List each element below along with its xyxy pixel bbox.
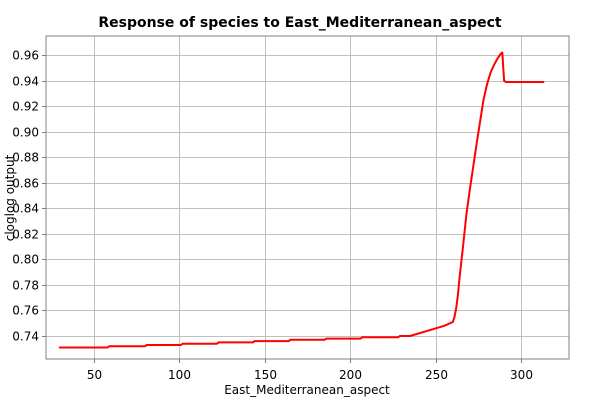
y-tick-label-10: 0.94 xyxy=(12,75,39,89)
x-tick-label-5: 300 xyxy=(510,368,533,382)
x-tick-label-1: 100 xyxy=(168,368,191,382)
x-tick-label-0: 50 xyxy=(87,368,102,382)
y-axis-label: cloglog output xyxy=(3,154,17,241)
x-tick-label-4: 250 xyxy=(425,368,448,382)
series-layer xyxy=(58,51,545,349)
x-tick-label-2: 150 xyxy=(254,368,277,382)
y-tick-label-3: 0.80 xyxy=(12,253,39,267)
x-axis-label: East_Mediterranean_aspect xyxy=(224,383,390,397)
y-tick-label-5: 0.84 xyxy=(12,202,39,216)
y-tick-label-4: 0.82 xyxy=(12,228,39,242)
y-tick-label-7: 0.88 xyxy=(12,151,39,165)
y-tick-label-6: 0.86 xyxy=(12,177,39,191)
y-tick-label-11: 0.96 xyxy=(12,49,39,63)
x-tick-label-3: 200 xyxy=(339,368,362,382)
y-tick-label-1: 0.76 xyxy=(12,304,39,318)
y-tick-label-9: 0.92 xyxy=(12,100,39,114)
y-tick-label-2: 0.78 xyxy=(12,279,39,293)
y-tick-label-8: 0.90 xyxy=(12,126,39,140)
y-tick-label-0: 0.74 xyxy=(12,330,39,344)
response-curve-line-0 xyxy=(58,51,545,349)
grid-layer xyxy=(46,36,569,359)
plot-area-frame xyxy=(45,35,570,360)
tick-layer: 50 100 150 200 250 300 0.74 0.76 0.78 0.80 0.82 0.8… xyxy=(12,49,533,383)
chart-title: Response of species to East_Mediterranea… xyxy=(98,15,502,31)
